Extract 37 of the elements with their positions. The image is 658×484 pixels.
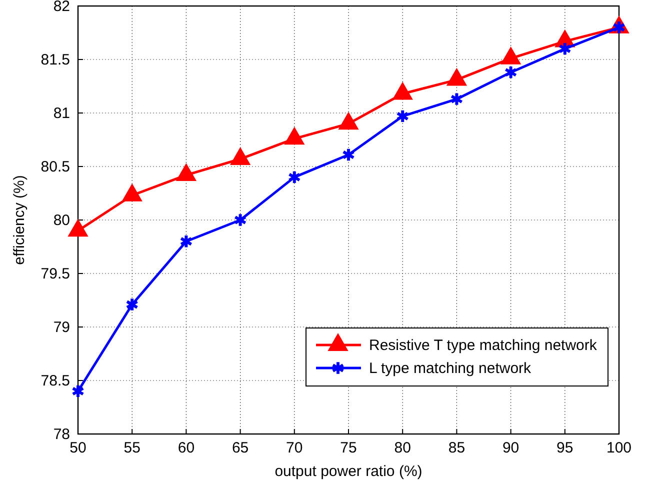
- y-axis-title: efficiency (%): [11, 175, 28, 265]
- point: [122, 184, 142, 202]
- point: [500, 46, 521, 64]
- point: [68, 219, 88, 237]
- x-tick-label: 90: [502, 440, 520, 457]
- point: [126, 297, 139, 312]
- point: [176, 164, 196, 182]
- x-tick-label: 50: [70, 440, 86, 457]
- point: [392, 82, 413, 100]
- legend-label: L type matching network: [369, 360, 532, 377]
- y-tick-label: 81: [53, 104, 70, 122]
- point: [446, 68, 467, 86]
- x-tick-label: 100: [606, 440, 632, 457]
- point: [338, 112, 358, 130]
- y-tick-label: 81.5: [40, 51, 70, 68]
- x-tick-label: 85: [448, 440, 466, 457]
- x-tick-label: 55: [124, 440, 140, 457]
- y-tick-label: 80.5: [40, 158, 70, 176]
- y-tick-label: 79.5: [40, 265, 70, 282]
- point: [230, 148, 250, 165]
- x-tick-label: 60: [178, 440, 195, 457]
- y-tick-label: 82: [53, 0, 70, 15]
- y-tick-label: 80: [53, 212, 70, 229]
- x-tick-label: 65: [232, 440, 249, 457]
- x-tick-label: 80: [394, 440, 411, 457]
- x-tick-label: 75: [340, 440, 357, 457]
- point: [284, 127, 304, 145]
- point: [180, 234, 193, 249]
- point: [234, 212, 247, 228]
- y-tick-label: 79: [53, 318, 70, 336]
- y-tick-label: 78: [53, 426, 70, 443]
- y-tick-label: 78.5: [40, 372, 70, 390]
- x-axis-title: output power ratio (%): [274, 463, 422, 480]
- legend-label: Resistive T type matching network: [369, 337, 598, 354]
- x-tick-label: 70: [286, 440, 303, 457]
- point: [71, 384, 85, 399]
- x-tick-label: 95: [556, 440, 574, 457]
